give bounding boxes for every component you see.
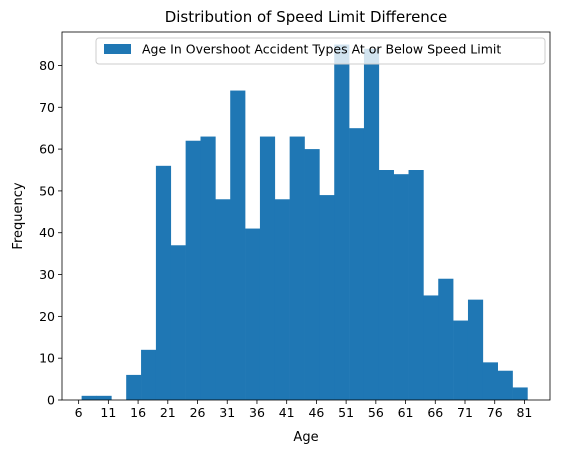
x-tick-label: 76 [487,405,503,420]
x-tick-label: 66 [427,405,443,420]
histogram-bar [81,395,97,400]
y-tick-label: 60 [39,142,55,157]
x-tick-label: 26 [190,405,206,420]
legend-box [95,37,546,65]
histogram-bar [126,374,142,400]
legend: Age In Overshoot Accident Types At or Be… [95,37,546,65]
histogram-bar [497,370,513,400]
histogram-bar [215,199,231,400]
histogram-bar [96,395,112,400]
histogram-bar [304,149,320,400]
x-tick-label: 11 [100,405,116,420]
histogram-bar [408,170,424,400]
histogram-bar [438,278,454,400]
y-tick-label: 50 [39,183,55,198]
x-tick-label: 6 [75,405,83,420]
histogram-bar [185,140,201,401]
histogram-bar [319,195,335,400]
x-tick-label: 71 [457,405,473,420]
y-tick-label: 40 [39,225,55,240]
histogram-bar [334,44,350,401]
y-tick-label: 70 [39,100,55,115]
y-tick-label: 10 [39,351,55,366]
chart-title: Distribution of Speed Limit Difference [165,8,448,26]
histogram-bar [467,299,484,400]
histogram-bar [289,136,305,401]
x-tick-label: 61 [398,405,414,420]
histogram-bar [155,165,172,400]
y-axis-label: Frequency [11,182,26,249]
histogram-bar [170,245,186,400]
histogram-bar [512,387,528,400]
y-tick-label: 0 [47,393,55,408]
plot-frame [61,31,551,401]
histogram-bar [259,136,276,401]
histogram-bar [423,295,439,400]
x-tick-label: 36 [249,405,265,420]
histogram-bar [141,349,157,400]
x-tick-label: 16 [130,405,146,420]
bars [81,44,528,401]
x-axis-label: Age [293,430,318,445]
x-tick-label: 56 [368,405,384,420]
histogram-bar [200,136,216,401]
legend-swatch [104,44,131,54]
x-tick-label: 51 [338,405,354,420]
x-tick-label: 31 [219,405,235,420]
legend-label: Age In Overshoot Accident Types At or Be… [142,42,501,57]
y-tick-label: 80 [39,58,55,73]
histogram-bar [363,48,380,400]
x-tick-label: 46 [308,405,324,420]
x-tick-label: 81 [516,405,532,420]
y-tick-label: 20 [39,309,55,324]
axes: 6 11 16 21 26 31 36 41 46 51 56 61 66 71 76 81 0 10 20 30 40… [39,31,551,420]
histogram-bar [274,199,290,400]
histogram-bar [378,170,394,400]
histogram-bar [482,362,498,400]
histogram-bar [393,174,409,400]
histogram-bar [349,128,365,400]
x-tick-label: 21 [160,405,176,420]
y-tick-label: 30 [39,267,55,282]
x-tick-label: 41 [279,405,295,420]
histogram-bar [245,228,261,400]
histogram-bar [453,320,469,400]
histogram-bar [230,90,246,401]
